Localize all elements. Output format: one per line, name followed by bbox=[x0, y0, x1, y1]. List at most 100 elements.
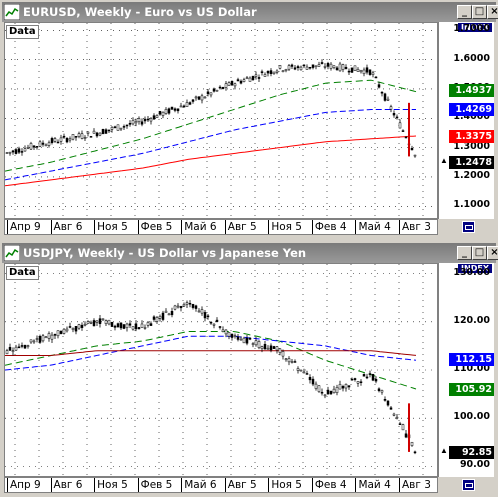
price-candle bbox=[161, 310, 165, 322]
price-candle bbox=[26, 344, 30, 349]
scroll-to-end-button[interactable] bbox=[462, 479, 475, 491]
current-price-tag: 105.92 bbox=[449, 382, 494, 396]
price-candle bbox=[248, 337, 252, 341]
price-candle bbox=[44, 143, 48, 147]
price-candle bbox=[134, 118, 138, 127]
minimize-button[interactable]: _ bbox=[457, 246, 472, 260]
eurusd-window-title: EURUSD, Weekly - Euro vs US Dollar bbox=[23, 5, 257, 19]
price-candle bbox=[266, 345, 270, 350]
price-candle bbox=[302, 368, 306, 374]
index-label: INDEX bbox=[458, 23, 492, 32]
price-candle bbox=[218, 85, 222, 90]
price-candle bbox=[194, 304, 198, 312]
price-candle bbox=[332, 65, 336, 70]
chart-window-icon bbox=[4, 245, 20, 261]
price-candle bbox=[38, 140, 42, 148]
usdjpy-price-plot[interactable] bbox=[4, 263, 438, 477]
scroll-to-end-button[interactable] bbox=[462, 221, 475, 233]
price-candle bbox=[137, 116, 141, 125]
price-candle bbox=[11, 149, 15, 155]
price-candle bbox=[221, 326, 225, 333]
maximize-button[interactable]: □ bbox=[472, 5, 487, 19]
price-candle bbox=[284, 357, 288, 362]
price-candle bbox=[251, 75, 255, 81]
time-tick-label: Май 4 bbox=[358, 479, 391, 491]
price-candle bbox=[308, 66, 312, 70]
eurusd-time-axis: Апр 9 Авг 6 Ноя 5 Фев 5 Май 6 Авг 5 Ноя 5 Фев 4… bbox=[4, 219, 438, 235]
time-separator bbox=[137, 220, 139, 234]
current-price-tag: 1.2478 bbox=[449, 155, 494, 169]
price-candle bbox=[47, 331, 51, 342]
usdjpy-price-scale[interactable]: INDEX 130.00 120.00 110.00 100.00 90.00 112.1… bbox=[438, 263, 494, 477]
price-candle bbox=[101, 318, 105, 322]
price-candle bbox=[227, 81, 231, 86]
eurusd-title-bar[interactable]: EURUSD, Weekly - Euro vs US Dollar _ □ × bbox=[2, 2, 498, 22]
time-separator bbox=[355, 220, 357, 234]
price-candle bbox=[158, 314, 162, 322]
price-candle bbox=[404, 136, 408, 139]
time-tick-label: Май 6 bbox=[184, 479, 217, 491]
price-candle bbox=[140, 118, 144, 127]
price-candle bbox=[131, 326, 135, 331]
price-candle bbox=[305, 64, 309, 70]
price-candle bbox=[125, 322, 129, 332]
time-separator bbox=[50, 478, 52, 492]
price-candle bbox=[368, 370, 372, 378]
minimize-button[interactable]: _ bbox=[457, 5, 472, 19]
price-tick-label: 90.00 bbox=[459, 459, 490, 471]
price-candle bbox=[326, 386, 330, 395]
price-tick-label: 110.00 bbox=[453, 363, 490, 374]
price-candle bbox=[50, 332, 54, 343]
price-candle bbox=[377, 81, 381, 89]
price-candle bbox=[260, 69, 264, 76]
price-candle bbox=[98, 314, 102, 328]
price-candle bbox=[257, 74, 261, 83]
price-candle bbox=[59, 134, 63, 145]
price-candle bbox=[323, 63, 327, 70]
eurusd-price-plot[interactable] bbox=[4, 22, 438, 219]
price-candle bbox=[167, 312, 171, 316]
price-candle bbox=[152, 113, 156, 120]
price-candle bbox=[68, 136, 72, 143]
price-candle bbox=[107, 129, 111, 134]
time-separator bbox=[268, 220, 270, 234]
price-candle bbox=[74, 135, 78, 141]
price-candle bbox=[119, 127, 123, 132]
price-candle bbox=[389, 406, 393, 410]
price-candle bbox=[236, 333, 240, 342]
price-candle bbox=[359, 379, 363, 386]
time-tick-label: Апр 9 bbox=[10, 221, 41, 233]
close-button[interactable]: × bbox=[487, 246, 498, 260]
price-candle bbox=[350, 377, 354, 381]
current-price-tag: 92.85 bbox=[449, 445, 494, 459]
time-tick-label: Фев 5 bbox=[140, 479, 173, 491]
price-candle bbox=[320, 388, 324, 396]
price-candle bbox=[395, 414, 399, 420]
price-candle bbox=[281, 70, 285, 73]
price-candle bbox=[113, 324, 117, 331]
price-candle bbox=[95, 320, 99, 326]
time-separator bbox=[311, 478, 313, 492]
time-tick-label: Фев 4 bbox=[314, 479, 347, 491]
maximize-button[interactable]: □ bbox=[472, 246, 487, 260]
price-candle bbox=[188, 101, 192, 106]
usdjpy-title-bar[interactable]: USDJPY, Weekly - US Dollar vs Japanese Y… bbox=[2, 243, 498, 263]
price-candle bbox=[245, 335, 249, 346]
price-candle bbox=[305, 370, 309, 375]
price-candle bbox=[374, 376, 378, 384]
moving-average-line-3 bbox=[5, 135, 417, 187]
price-candle bbox=[350, 67, 354, 74]
time-separator bbox=[94, 220, 96, 234]
price-candle bbox=[278, 348, 282, 356]
price-candle bbox=[188, 300, 192, 308]
price-candle bbox=[227, 331, 231, 340]
close-button[interactable]: × bbox=[487, 5, 498, 19]
price-candle bbox=[344, 64, 348, 70]
eurusd-price-scale[interactable]: INDEX 1.70001.60001.50001.40001.30001.20… bbox=[438, 22, 494, 219]
price-candle bbox=[92, 318, 96, 327]
price-candle bbox=[74, 326, 78, 335]
data-window-label: Data bbox=[6, 25, 39, 39]
price-candle bbox=[392, 412, 396, 417]
price-candle bbox=[335, 66, 339, 71]
price-candle bbox=[401, 129, 405, 132]
